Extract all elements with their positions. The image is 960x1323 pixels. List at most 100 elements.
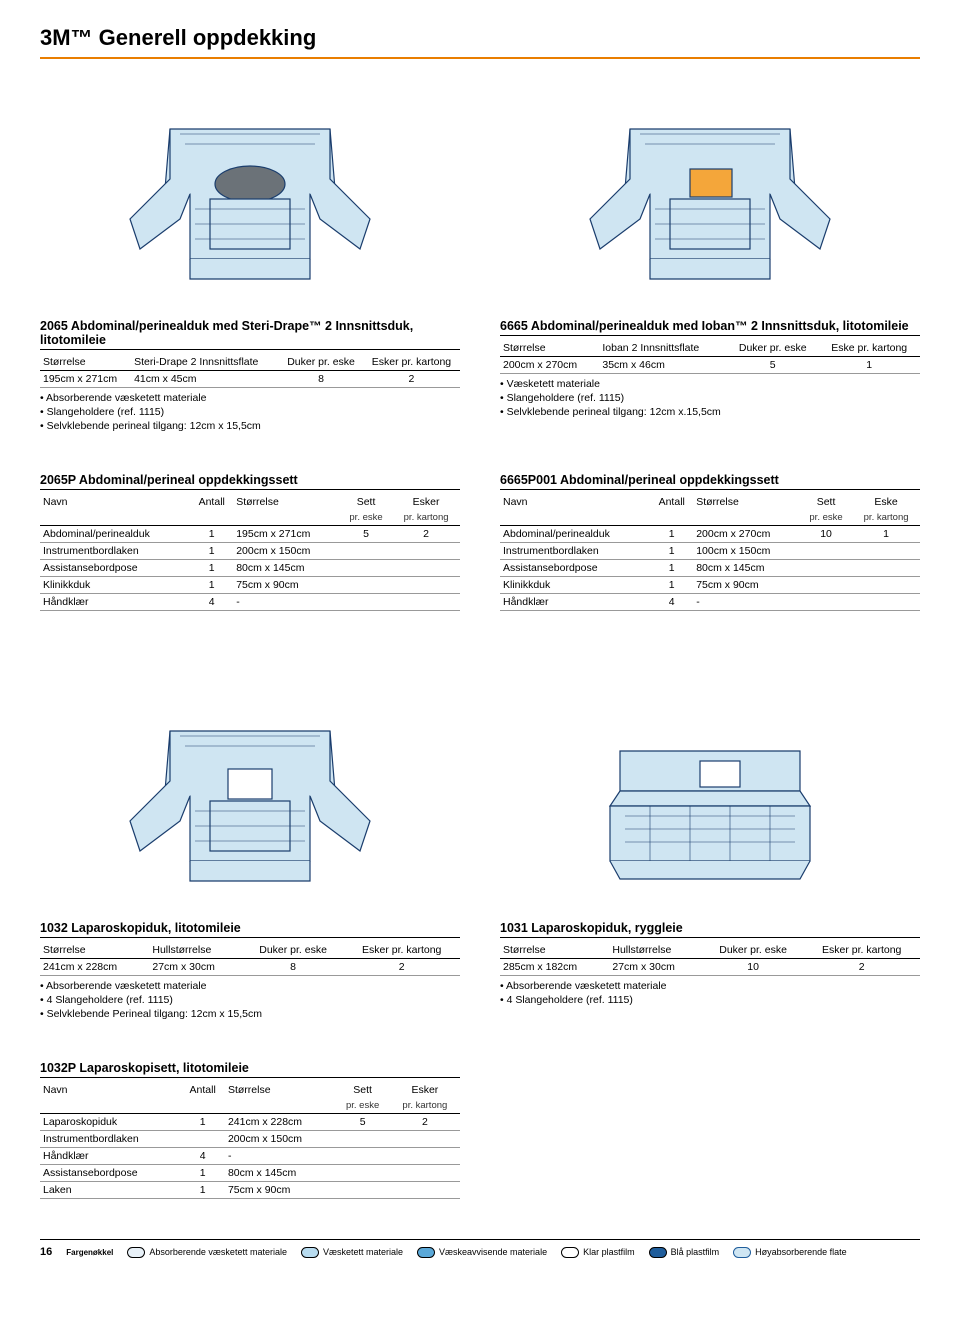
col-h: Duker pr. eske: [243, 942, 344, 959]
cell: Klinikkduk: [40, 577, 190, 594]
legend-key-label: Fargenøkkel: [66, 1248, 113, 1257]
page-title: 3M™ Generell oppdekking: [40, 25, 920, 51]
legend-item: Absorberende væsketett materiale: [127, 1247, 287, 1258]
cell: 27cm x 30cm: [149, 959, 242, 976]
cell: 8: [279, 371, 363, 388]
cell: 285cm x 182cm: [500, 959, 609, 976]
cell: 2: [803, 959, 920, 976]
table-row: Håndklær4-: [40, 594, 460, 611]
col-h: Størrelse: [225, 1082, 336, 1098]
cell: 5: [336, 1114, 390, 1131]
col-h: Steri-Drape 2 Innsnittsflate: [131, 354, 279, 371]
cell: [390, 1182, 460, 1199]
bullet: • 4 Slangeholdere (ref. 1115): [500, 993, 920, 1007]
col-h: Antall: [190, 494, 233, 510]
col-h: Størrelse: [40, 354, 131, 371]
table-row: Håndklær4-: [500, 594, 920, 611]
title-1031: 1031 Laparoskopiduk, ryggleie: [500, 921, 920, 938]
cell: 1: [650, 560, 693, 577]
bullet: • Absorberende væsketett materiale: [40, 391, 460, 405]
col-h: Esker: [390, 1082, 460, 1098]
bullet: • 4 Slangeholdere (ref. 1115): [40, 993, 460, 1007]
cell: 75cm x 90cm: [693, 577, 800, 594]
sub-h: pr. kartong: [852, 510, 920, 526]
legend-item: Høyabsorberende flate: [733, 1247, 847, 1258]
title-2065: 2065 Abdominal/perinealduk med Steri-Dra…: [40, 319, 460, 350]
drape-icon: [110, 109, 390, 289]
col-h: Ioban 2 Innsnittsflate: [599, 340, 727, 357]
cell: Abdominal/perinealduk: [40, 526, 190, 543]
cell: 35cm x 46cm: [599, 357, 727, 374]
cell: 1: [650, 526, 693, 543]
cell: 4: [190, 594, 233, 611]
cell: [800, 577, 852, 594]
col-h: Størrelse: [500, 340, 599, 357]
cell: [800, 543, 852, 560]
cell: Håndklær: [40, 594, 190, 611]
cell: 2: [392, 526, 460, 543]
cell: Håndklær: [40, 1148, 180, 1165]
legend-item: Væsketett materiale: [301, 1247, 403, 1258]
legend-swatch: [649, 1247, 667, 1258]
cell: [390, 1131, 460, 1148]
col-h: Hullstørrelse: [609, 942, 702, 959]
legend-label: Væsketett materiale: [323, 1247, 403, 1257]
cell: Instrumentbordlaken: [40, 543, 190, 560]
cell: [390, 1148, 460, 1165]
cell: [340, 543, 392, 560]
cell: 195cm x 271cm: [233, 526, 340, 543]
bullet: • Absorberende væsketett materiale: [500, 979, 920, 993]
title-6665: 6665 Abdominal/perinealduk med Ioban™ 2 …: [500, 319, 920, 336]
table-row: Assistansebordpose180cm x 145cm: [40, 560, 460, 577]
bullets-1031: • Absorberende væsketett materiale • 4 S…: [500, 979, 920, 1007]
cell: [336, 1131, 390, 1148]
sub-h: pr. eske: [340, 510, 392, 526]
cell: 2: [390, 1114, 460, 1131]
table-row: Assistansebordpose180cm x 145cm: [40, 1165, 460, 1182]
bullet: • Absorberende væsketett materiale: [40, 979, 460, 993]
col-h: Duker pr. eske: [703, 942, 804, 959]
cell: [392, 594, 460, 611]
legend-label: Klar plastfilm: [583, 1247, 635, 1257]
illustration-1032: [40, 701, 460, 901]
col-h: Esker pr. kartong: [363, 354, 460, 371]
cell: 100cm x 150cm: [693, 543, 800, 560]
drape-icon: [570, 711, 850, 891]
cell: [852, 560, 920, 577]
table-1032P: Navn Antall Størrelse Sett Esker pr. esk…: [40, 1082, 460, 1199]
col-h: Duker pr. eske: [279, 354, 363, 371]
row-3: 1032 Laparoskopiduk, litotomileie Større…: [40, 701, 920, 1021]
cell: [392, 543, 460, 560]
bullet: • Slangeholdere (ref. 1115): [40, 405, 460, 419]
cell: Laken: [40, 1182, 180, 1199]
cell: Abdominal/perinealduk: [500, 526, 650, 543]
cell: 241cm x 228cm: [225, 1114, 336, 1131]
cell: Instrumentbordlaken: [500, 543, 650, 560]
bullets-2065: • Absorberende væsketett materiale • Sla…: [40, 391, 460, 433]
drape-icon: [570, 109, 850, 289]
table-2065: Størrelse Steri-Drape 2 Innsnittsflate D…: [40, 354, 460, 388]
cell: [180, 1131, 225, 1148]
cell: 200cm x 270cm: [500, 357, 599, 374]
legend-label: Absorberende væsketett materiale: [149, 1247, 287, 1257]
cell: -: [225, 1148, 336, 1165]
cell: 2: [343, 959, 460, 976]
cell: 80cm x 145cm: [693, 560, 800, 577]
cell: 1: [650, 543, 693, 560]
cell: Assistansebordpose: [40, 560, 190, 577]
col-6665P001: 6665P001 Abdominal/perineal oppdekkingss…: [500, 473, 920, 611]
col-h: Eske: [852, 494, 920, 510]
cell: Laparoskopiduk: [40, 1114, 180, 1131]
col-1032P: 1032P Laparoskopisett, litotomileie Navn…: [40, 1061, 460, 1199]
legend-item: Blå plastfilm: [649, 1247, 720, 1258]
cell: 1: [190, 543, 233, 560]
cell: Assistansebordpose: [40, 1165, 180, 1182]
col-h: Sett: [336, 1082, 390, 1098]
cell: 80cm x 145cm: [233, 560, 340, 577]
col-h: Størrelse: [500, 942, 609, 959]
bullet: • Selvklebende perineal tilgang: 12cm x …: [40, 419, 460, 433]
title-6665P001: 6665P001 Abdominal/perineal oppdekkingss…: [500, 473, 920, 490]
table-1031: Størrelse Hullstørrelse Duker pr. eske E…: [500, 942, 920, 976]
illustration-1031: [500, 701, 920, 901]
cell: 1: [190, 577, 233, 594]
